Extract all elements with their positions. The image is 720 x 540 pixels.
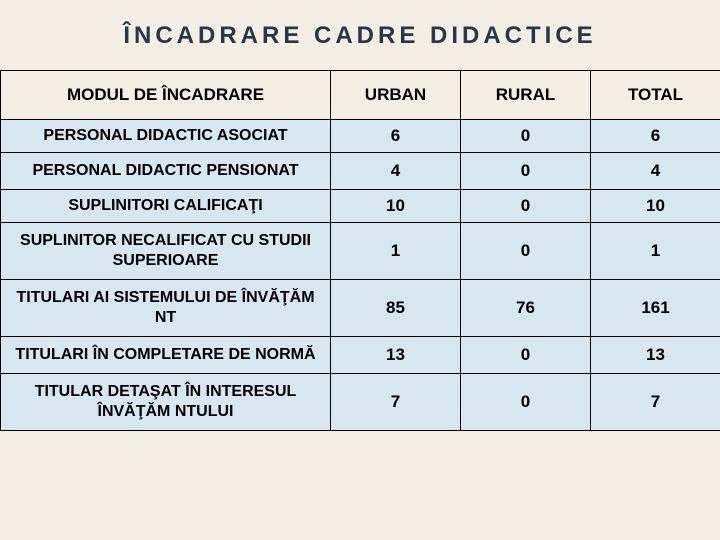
table-row: PERSONAL DIDACTIC ASOCIAT 6 0 6 — [1, 120, 720, 153]
cell-urban: 85 — [331, 280, 461, 337]
cell-rural: 0 — [461, 223, 591, 280]
cell-rural: 0 — [461, 120, 591, 153]
row-label: PERSONAL DIDACTIC PENSIONAT — [1, 153, 331, 190]
cell-total: 13 — [591, 337, 720, 374]
col-header-rural: RURAL — [461, 71, 591, 120]
table-row: TITULARI ÎN COMPLETARE DE NORMĂ 13 0 13 — [1, 337, 720, 374]
cell-rural: 0 — [461, 190, 591, 223]
table-header-row: MODUL DE ÎNCADRARE URBAN RURAL TOTAL — [1, 71, 720, 120]
col-header-mode: MODUL DE ÎNCADRARE — [1, 71, 331, 120]
table-row: TITULAR DETAŞAT ÎN INTERESUL ÎNVĂŢĂM NTU… — [1, 374, 720, 431]
row-label: TITULAR DETAŞAT ÎN INTERESUL ÎNVĂŢĂM NTU… — [1, 374, 331, 431]
page-title: ÎNCADRARE CADRE DIDACTICE — [0, 0, 720, 70]
row-label: TITULARI AI SISTEMULUI DE ÎNVĂŢĂM NT — [1, 280, 331, 337]
cell-rural: 0 — [461, 153, 591, 190]
cell-total: 161 — [591, 280, 720, 337]
cell-rural: 0 — [461, 374, 591, 431]
cell-total: 6 — [591, 120, 720, 153]
table-row: SUPLINITORI CALIFICAŢI 10 0 10 — [1, 190, 720, 223]
row-label: SUPLINITOR NECALIFICAT CU STUDII SUPERIO… — [1, 223, 331, 280]
row-label: PERSONAL DIDACTIC ASOCIAT — [1, 120, 331, 153]
cell-rural: 76 — [461, 280, 591, 337]
col-header-urban: URBAN — [331, 71, 461, 120]
cell-urban: 13 — [331, 337, 461, 374]
cell-urban: 4 — [331, 153, 461, 190]
cell-urban: 6 — [331, 120, 461, 153]
cell-urban: 7 — [331, 374, 461, 431]
cell-urban: 1 — [331, 223, 461, 280]
col-header-total: TOTAL — [591, 71, 720, 120]
staffing-table: MODUL DE ÎNCADRARE URBAN RURAL TOTAL PER… — [0, 70, 720, 431]
cell-rural: 0 — [461, 337, 591, 374]
cell-urban: 10 — [331, 190, 461, 223]
cell-total: 7 — [591, 374, 720, 431]
cell-total: 4 — [591, 153, 720, 190]
row-label: SUPLINITORI CALIFICAŢI — [1, 190, 331, 223]
cell-total: 1 — [591, 223, 720, 280]
cell-total: 10 — [591, 190, 720, 223]
table-row: SUPLINITOR NECALIFICAT CU STUDII SUPERIO… — [1, 223, 720, 280]
row-label: TITULARI ÎN COMPLETARE DE NORMĂ — [1, 337, 331, 374]
table-row: TITULARI AI SISTEMULUI DE ÎNVĂŢĂM NT 85 … — [1, 280, 720, 337]
table-row: PERSONAL DIDACTIC PENSIONAT 4 0 4 — [1, 153, 720, 190]
